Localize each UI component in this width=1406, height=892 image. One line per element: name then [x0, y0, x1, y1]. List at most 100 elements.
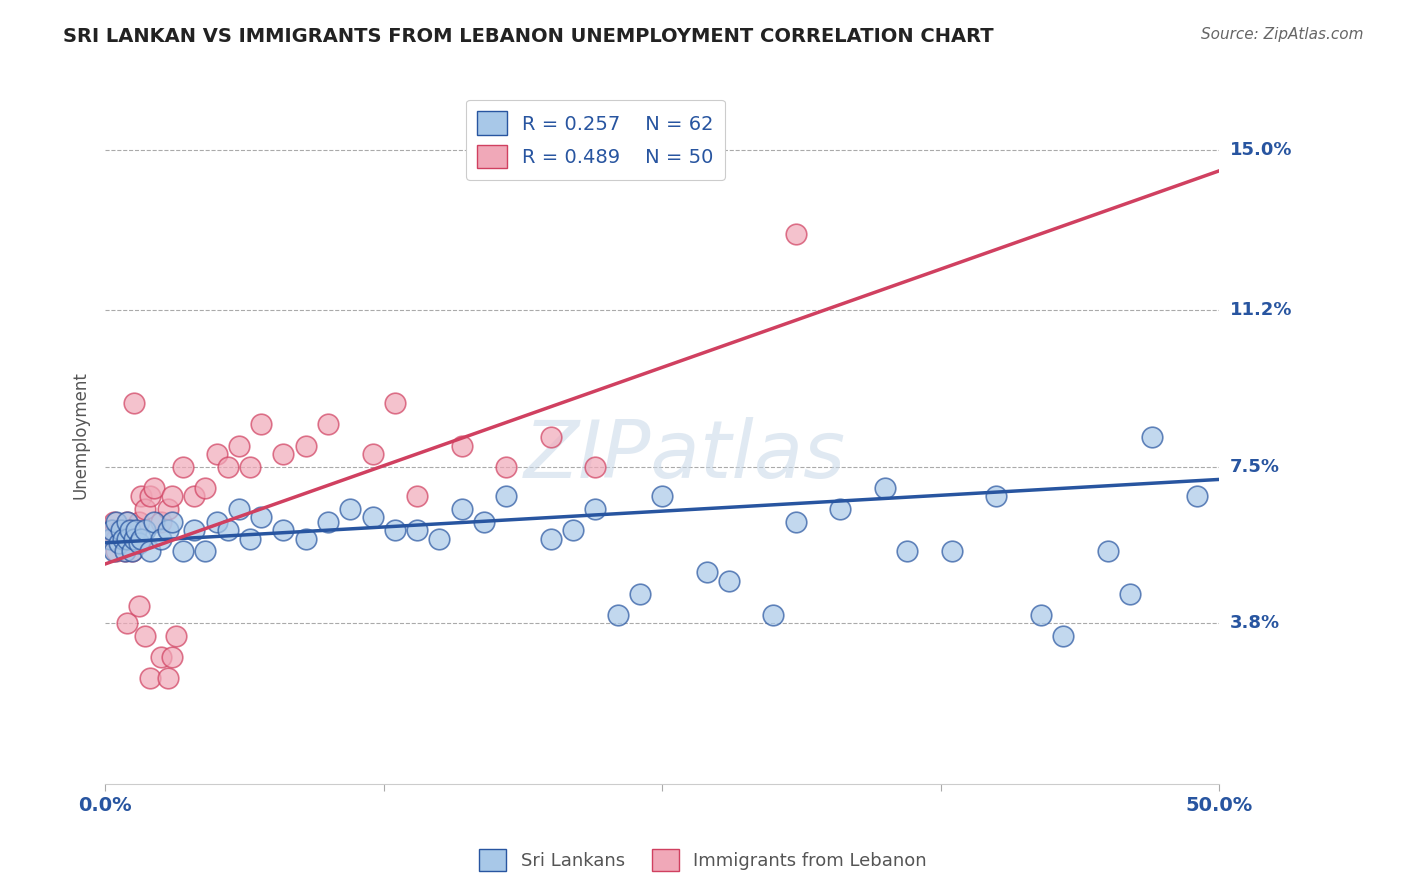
Point	[294, 439, 316, 453]
Point	[361, 510, 384, 524]
Point	[121, 544, 143, 558]
Point	[134, 502, 156, 516]
Point	[205, 515, 228, 529]
Point	[1185, 489, 1208, 503]
Point	[143, 481, 166, 495]
Point	[121, 544, 143, 558]
Point	[406, 523, 429, 537]
Point	[118, 523, 141, 537]
Point	[316, 515, 339, 529]
Point	[117, 532, 139, 546]
Point	[110, 523, 132, 537]
Point	[495, 459, 517, 474]
Point	[583, 459, 606, 474]
Point	[156, 523, 179, 537]
Point	[540, 532, 562, 546]
Point	[103, 515, 125, 529]
Point	[217, 459, 239, 474]
Point	[273, 447, 295, 461]
Point	[129, 532, 152, 546]
Point	[217, 523, 239, 537]
Point	[129, 489, 152, 503]
Point	[1140, 430, 1163, 444]
Point	[339, 502, 361, 516]
Point	[1119, 586, 1142, 600]
Point	[134, 629, 156, 643]
Point	[239, 459, 262, 474]
Point	[540, 430, 562, 444]
Point	[830, 502, 852, 516]
Point	[427, 532, 450, 546]
Point	[128, 515, 150, 529]
Point	[143, 515, 166, 529]
Point	[134, 523, 156, 537]
Point	[384, 523, 406, 537]
Point	[194, 481, 217, 495]
Point	[450, 439, 472, 453]
Text: ZIPatlas: ZIPatlas	[523, 417, 845, 495]
Point	[101, 532, 124, 546]
Y-axis label: Unemployment: Unemployment	[72, 371, 89, 499]
Point	[651, 489, 673, 503]
Point	[156, 671, 179, 685]
Point	[107, 523, 129, 537]
Point	[105, 515, 128, 529]
Legend: Sri Lankans, Immigrants from Lebanon: Sri Lankans, Immigrants from Lebanon	[472, 842, 934, 879]
Point	[101, 523, 124, 537]
Point	[384, 396, 406, 410]
Point	[98, 532, 121, 546]
Point	[316, 417, 339, 432]
Point	[128, 599, 150, 614]
Text: 11.2%: 11.2%	[1230, 301, 1292, 319]
Point	[717, 574, 740, 588]
Point	[117, 532, 139, 546]
Text: Source: ZipAtlas.com: Source: ZipAtlas.com	[1201, 27, 1364, 42]
Text: 7.5%: 7.5%	[1230, 458, 1279, 475]
Point	[139, 544, 162, 558]
Point	[128, 536, 150, 550]
Text: 15.0%: 15.0%	[1230, 141, 1292, 159]
Point	[1029, 607, 1052, 622]
Point	[172, 544, 194, 558]
Point	[114, 544, 136, 558]
Point	[228, 439, 250, 453]
Point	[105, 544, 128, 558]
Point	[239, 532, 262, 546]
Point	[873, 481, 896, 495]
Text: SRI LANKAN VS IMMIGRANTS FROM LEBANON UNEMPLOYMENT CORRELATION CHART: SRI LANKAN VS IMMIGRANTS FROM LEBANON UN…	[63, 27, 994, 45]
Point	[495, 489, 517, 503]
Point	[160, 515, 183, 529]
Point	[361, 447, 384, 461]
Point	[117, 515, 139, 529]
Point	[114, 544, 136, 558]
Point	[160, 489, 183, 503]
Point	[294, 532, 316, 546]
Point	[110, 532, 132, 546]
Point	[450, 502, 472, 516]
Point	[696, 566, 718, 580]
Point	[986, 489, 1008, 503]
Point	[117, 616, 139, 631]
Point	[107, 536, 129, 550]
Point	[628, 586, 651, 600]
Point	[228, 502, 250, 516]
Point	[156, 502, 179, 516]
Text: 3.8%: 3.8%	[1230, 615, 1281, 632]
Point	[98, 523, 121, 537]
Point	[112, 523, 135, 537]
Point	[139, 489, 162, 503]
Point	[122, 396, 145, 410]
Point	[118, 523, 141, 537]
Point	[273, 523, 295, 537]
Point	[122, 532, 145, 546]
Legend: R = 0.257    N = 62, R = 0.489    N = 50: R = 0.257 N = 62, R = 0.489 N = 50	[465, 100, 725, 180]
Point	[250, 417, 273, 432]
Point	[583, 502, 606, 516]
Point	[1052, 629, 1074, 643]
Point	[149, 649, 172, 664]
Point	[125, 523, 148, 537]
Point	[941, 544, 963, 558]
Point	[172, 459, 194, 474]
Point	[160, 649, 183, 664]
Point	[785, 227, 807, 242]
